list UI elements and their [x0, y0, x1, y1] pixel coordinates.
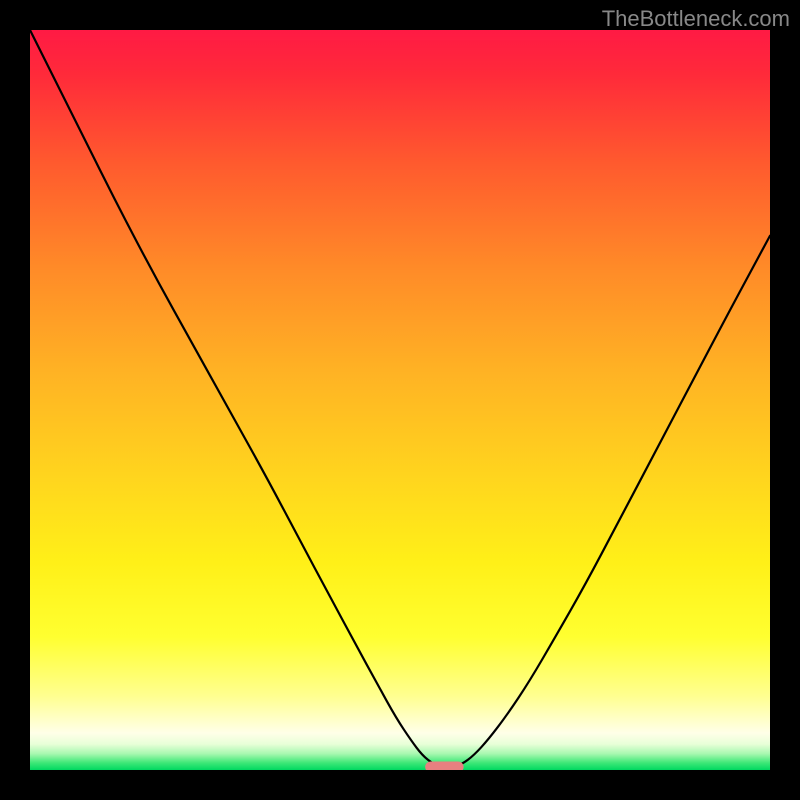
optimal-marker	[425, 762, 463, 770]
chart-container: TheBottleneck.com	[0, 0, 800, 800]
bottleneck-chart	[30, 30, 770, 770]
watermark-text: TheBottleneck.com	[602, 6, 790, 32]
gradient-background	[30, 30, 770, 770]
